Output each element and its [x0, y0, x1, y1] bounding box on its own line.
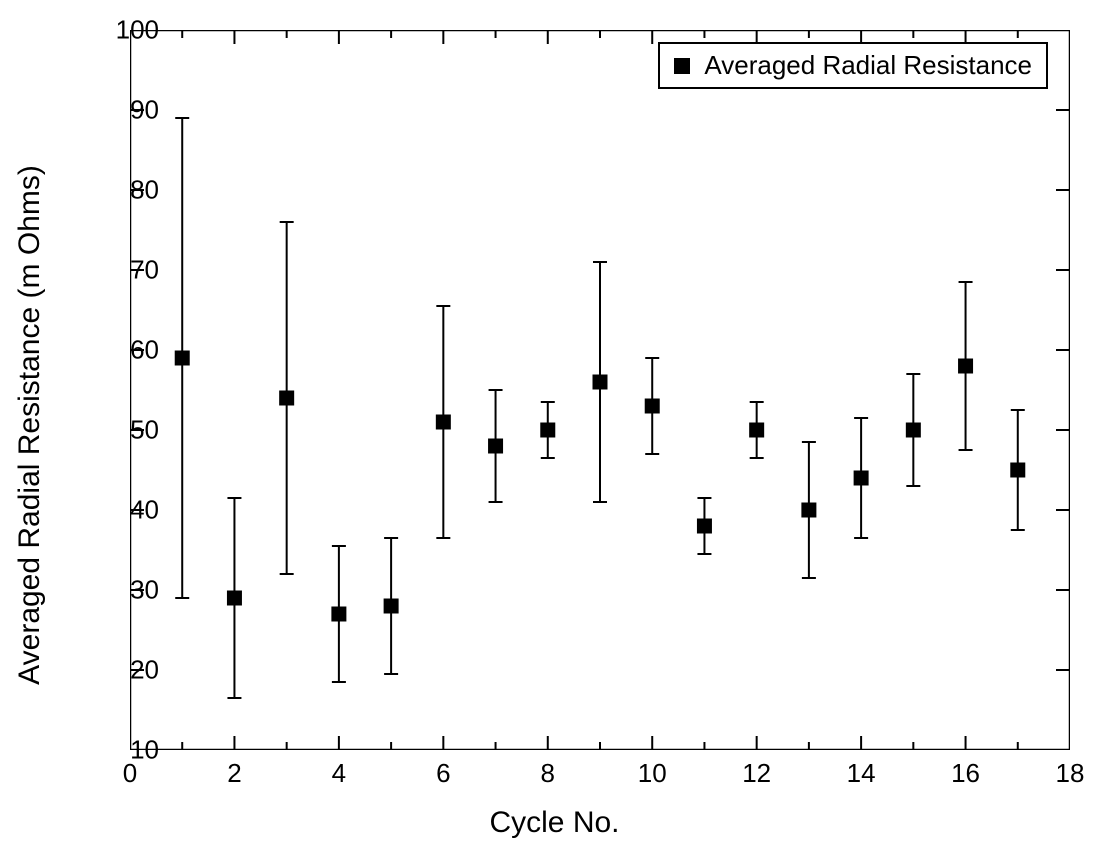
y-tick-label: 70 [99, 255, 159, 286]
x-tick-label: 2 [227, 758, 241, 789]
x-tick-label: 0 [123, 758, 137, 789]
plot-svg [130, 30, 1070, 750]
y-tick-label: 100 [99, 15, 159, 46]
y-tick-label: 40 [99, 495, 159, 526]
y-tick-label: 60 [99, 335, 159, 366]
x-tick-label: 14 [847, 758, 876, 789]
legend-marker-icon [674, 58, 690, 74]
y-tick-label: 80 [99, 175, 159, 206]
y-axis-label-text: Averaged Radial Resistance (m Ohms) [13, 165, 47, 685]
x-tick-label: 8 [541, 758, 555, 789]
x-axis-label: Cycle No. [0, 806, 1109, 840]
x-tick-label: 6 [436, 758, 450, 789]
x-tick-label: 16 [951, 758, 980, 789]
x-tick-label: 12 [742, 758, 771, 789]
chart-page: Averaged Radial Resistance (m Ohms) Aver… [0, 0, 1109, 850]
legend: Averaged Radial Resistance [658, 42, 1048, 89]
y-tick-label: 90 [99, 95, 159, 126]
x-axis-label-text: Cycle No. [489, 806, 619, 839]
y-tick-label: 50 [99, 415, 159, 446]
x-tick-label: 4 [332, 758, 346, 789]
plot-area: Averaged Radial Resistance [130, 30, 1070, 750]
y-axis-label: Averaged Radial Resistance (m Ohms) [0, 0, 60, 850]
y-tick-label: 20 [99, 655, 159, 686]
legend-label: Averaged Radial Resistance [704, 50, 1032, 81]
y-tick-label: 30 [99, 575, 159, 606]
x-tick-label: 10 [638, 758, 667, 789]
x-tick-label: 18 [1056, 758, 1085, 789]
